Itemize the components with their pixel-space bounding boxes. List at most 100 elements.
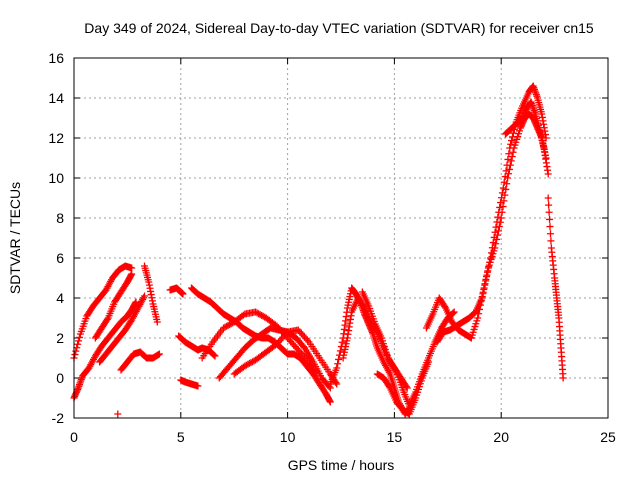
series-branch-f [140, 262, 161, 326]
data-point [506, 144, 514, 152]
data-point [488, 244, 496, 252]
data-point [128, 270, 136, 278]
data-point [332, 379, 340, 387]
y-tick-label: 12 [48, 130, 64, 146]
data-point [498, 189, 506, 197]
data-point [502, 167, 510, 175]
data-point [497, 214, 505, 222]
data-point [153, 318, 161, 326]
series-branch-p [358, 288, 411, 392]
data-point [545, 208, 553, 216]
data-point [504, 155, 512, 163]
data-point [486, 258, 494, 266]
data-point [338, 338, 346, 346]
data-point [72, 347, 80, 355]
data-point [508, 137, 516, 145]
data-point [335, 355, 343, 363]
series-branch-s [433, 110, 550, 346]
data-point [155, 350, 163, 358]
data-point [484, 267, 492, 275]
data-points [70, 82, 567, 418]
series-branch-k [198, 308, 319, 378]
x-axis-label: GPS time / hours [288, 457, 395, 473]
data-point [508, 133, 516, 141]
data-point [492, 223, 500, 231]
x-tick-label: 5 [177, 429, 185, 445]
x-tick-label: 15 [387, 429, 403, 445]
data-point [505, 150, 513, 158]
x-tick-labels: 0 5 10 15 20 25 [70, 429, 616, 445]
y-tick-label: 14 [48, 90, 64, 106]
series-branch-d [96, 292, 148, 366]
data-point [239, 311, 247, 319]
data-point [75, 333, 83, 341]
series-branch-q [373, 358, 433, 418]
data-point [501, 173, 509, 181]
data-point [114, 410, 122, 418]
x-tick-label: 0 [70, 429, 78, 445]
y-tick-labels: -2 0 2 4 6 8 10 12 14 16 [48, 50, 64, 426]
plot-frame [73, 57, 609, 419]
data-point [547, 237, 555, 245]
data-point [336, 347, 344, 355]
data-point [494, 213, 502, 221]
y-axis-label: SDTVAR / TECUs [7, 182, 23, 294]
data-point [485, 263, 493, 271]
data-point [483, 271, 491, 279]
data-point [132, 298, 140, 306]
data-point [494, 227, 502, 235]
series-branch-b [70, 298, 140, 402]
data-point [544, 170, 552, 178]
series-branch-u [501, 98, 552, 178]
y-tick-label: 16 [48, 50, 64, 66]
data-point [211, 352, 219, 360]
data-point [546, 230, 554, 238]
data-point [487, 249, 495, 257]
x-tick-label: 20 [493, 429, 509, 445]
data-point [476, 301, 484, 309]
data-point [326, 398, 334, 406]
series-branch-i [177, 376, 202, 390]
data-point [403, 384, 411, 392]
data-point [477, 297, 485, 305]
data-point [210, 351, 218, 359]
y-tick-label: 4 [56, 290, 64, 306]
y-tick-label: 6 [56, 250, 64, 266]
data-point [559, 374, 567, 382]
data-point [480, 284, 488, 292]
y-tick-label: -2 [52, 410, 65, 426]
data-point [474, 314, 482, 322]
data-point [490, 233, 498, 241]
data-point [545, 201, 553, 209]
data-point [499, 184, 507, 192]
data-point [487, 254, 495, 262]
data-point [103, 315, 111, 323]
data-point [497, 199, 505, 207]
data-point [509, 129, 517, 137]
data-point [75, 337, 83, 345]
data-point [500, 178, 508, 186]
data-point [333, 364, 341, 372]
data-point [74, 340, 82, 348]
data-point [493, 218, 501, 226]
series-branch-e [117, 348, 163, 374]
y-tick-label: 2 [56, 330, 64, 346]
y-tick-label: 0 [56, 370, 64, 386]
data-point [402, 383, 410, 391]
series-branch-c [91, 270, 136, 342]
data-point [140, 292, 148, 300]
data-point [333, 380, 341, 388]
data-point [479, 288, 487, 296]
data-point [546, 223, 554, 231]
data-point [482, 275, 490, 283]
data-point [71, 351, 79, 359]
series-branch-g [166, 284, 187, 298]
data-point [498, 194, 506, 202]
data-point [507, 140, 515, 148]
data-point [509, 148, 517, 156]
series-branch-h [175, 332, 219, 360]
data-point [334, 360, 342, 368]
data-point [499, 203, 507, 211]
x-tick-label: 25 [600, 429, 616, 445]
